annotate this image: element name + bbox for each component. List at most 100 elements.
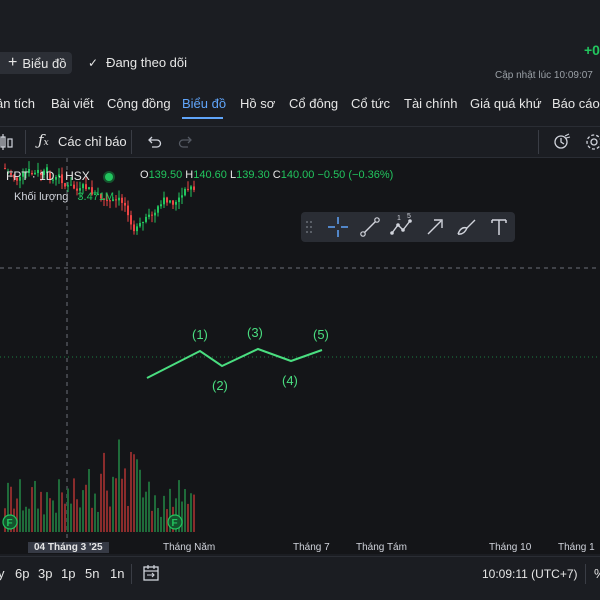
range-5d-button[interactable]: 5n bbox=[85, 566, 100, 581]
candle-body bbox=[121, 197, 123, 203]
volume-legend[interactable]: Khối lượng 3.471M bbox=[14, 191, 114, 203]
bottom-bar bbox=[0, 556, 600, 600]
volume-bar bbox=[37, 508, 39, 532]
tab-community[interactable]: Cộng đồng bbox=[107, 96, 171, 111]
text-tool-icon[interactable] bbox=[489, 216, 509, 238]
fx-icon[interactable]: ƒx bbox=[38, 131, 49, 149]
tab-articles[interactable]: Bài viết bbox=[51, 96, 94, 111]
candles-icon[interactable] bbox=[0, 132, 14, 152]
candle-body bbox=[103, 198, 105, 200]
alert-clock-icon[interactable] bbox=[553, 133, 571, 151]
candle-body bbox=[100, 193, 102, 199]
drawing-toolbar bbox=[301, 212, 515, 242]
candle-body bbox=[166, 197, 168, 203]
volume-bar bbox=[10, 486, 12, 532]
wave-label-1: (1) bbox=[192, 327, 208, 342]
range-1m-button[interactable]: 1p bbox=[61, 566, 76, 581]
date-range-icon[interactable] bbox=[142, 564, 160, 582]
candle-body bbox=[94, 194, 96, 196]
candlestick-series bbox=[4, 161, 195, 235]
close-label: C bbox=[272, 169, 281, 181]
volume-bar bbox=[55, 512, 57, 532]
tab-reports[interactable]: Báo cáo bbox=[552, 96, 600, 111]
indicators-button[interactable]: Các chỉ báo bbox=[58, 134, 127, 149]
candle-body bbox=[142, 221, 144, 224]
candle-body bbox=[130, 215, 132, 225]
volume-bar bbox=[184, 489, 186, 532]
earnings-marker-label: F bbox=[172, 518, 178, 529]
elliott-wave-tool-icon[interactable]: 1 5 bbox=[389, 213, 415, 239]
candle-body bbox=[55, 177, 57, 180]
check-icon: ✓ bbox=[88, 55, 99, 70]
svg-text:5: 5 bbox=[407, 213, 411, 220]
volume-bar bbox=[25, 506, 27, 532]
toolbar-divider bbox=[538, 130, 539, 154]
volume-bar bbox=[31, 487, 33, 532]
tab-profile[interactable]: Hồ sơ bbox=[240, 96, 276, 111]
range-1y-button[interactable]: y bbox=[0, 566, 5, 581]
volume-bar bbox=[61, 492, 63, 532]
market-open-dot bbox=[105, 172, 114, 181]
watching-button[interactable]: ✓ Đang theo dõi bbox=[88, 55, 187, 70]
candle-body bbox=[52, 179, 54, 181]
candle-body bbox=[154, 212, 156, 216]
tab-price-history[interactable]: Giá quá khứ bbox=[470, 96, 542, 111]
tab-dividends[interactable]: Cổ tức bbox=[351, 96, 391, 111]
symbol-legend[interactable]: FPT · 1D · HSX bbox=[6, 169, 114, 183]
volume-bar bbox=[67, 488, 69, 532]
volume-bar bbox=[181, 501, 183, 532]
volume-bar bbox=[190, 493, 192, 532]
arrow-tool-icon[interactable] bbox=[424, 216, 446, 238]
candle-body bbox=[112, 199, 114, 202]
candle-body bbox=[49, 173, 51, 180]
percent-scale-icon[interactable]: % bbox=[594, 566, 600, 581]
volume-bar bbox=[133, 454, 135, 532]
toolbar-divider bbox=[131, 130, 132, 154]
volume-bar bbox=[160, 516, 162, 532]
candle-body bbox=[175, 201, 177, 205]
chart-button[interactable]: + Biểu đồ bbox=[0, 52, 72, 74]
volume-bar bbox=[91, 507, 93, 532]
time-axis-label: Tháng 7 bbox=[293, 542, 330, 553]
volume-bar bbox=[148, 481, 150, 532]
time-axis-label: Tháng Tám bbox=[356, 542, 407, 553]
change-value: −0.50 (−0.36%) bbox=[317, 169, 394, 181]
tab-chart[interactable]: Biểu đồ bbox=[182, 96, 227, 111]
bottom-divider bbox=[131, 564, 132, 584]
tab-shareholders[interactable]: Cổ đông bbox=[289, 96, 339, 111]
candle-body bbox=[25, 172, 27, 174]
tab-financials[interactable]: Tài chính bbox=[404, 96, 458, 111]
volume-bar bbox=[43, 514, 45, 532]
volume-bar bbox=[7, 482, 9, 532]
price-change: +0 bbox=[584, 42, 600, 58]
brush-tool-icon[interactable] bbox=[455, 216, 479, 238]
candle-body bbox=[7, 172, 9, 174]
earnings-marker bbox=[2, 514, 18, 530]
trend-line-tool-icon[interactable] bbox=[359, 216, 381, 238]
symbol-info: FPT · 1D · HSX bbox=[6, 169, 90, 183]
range-1d-button[interactable]: 1n bbox=[110, 566, 125, 581]
volume-bar bbox=[19, 479, 21, 532]
volume-bar bbox=[76, 499, 78, 532]
range-3m-button[interactable]: 3p bbox=[38, 566, 53, 581]
redo-icon[interactable] bbox=[178, 134, 194, 150]
time-axis bbox=[0, 540, 600, 554]
drag-handle-icon[interactable] bbox=[304, 218, 314, 236]
tab-analysis[interactable]: ân tích bbox=[0, 96, 36, 111]
settings-gear-icon[interactable] bbox=[585, 133, 600, 151]
candle-body bbox=[16, 177, 18, 181]
undo-icon[interactable] bbox=[146, 134, 162, 150]
crosshair-tool-icon[interactable] bbox=[327, 216, 349, 238]
candle-body bbox=[172, 200, 174, 205]
candle-body bbox=[124, 202, 126, 206]
volume-bar bbox=[169, 488, 171, 532]
volume-bar bbox=[124, 468, 126, 532]
clock-timezone[interactable]: 10:09:11 (UTC+7) bbox=[482, 567, 578, 581]
volume-bar bbox=[157, 507, 159, 532]
volume-bar bbox=[88, 469, 90, 532]
range-6m-button[interactable]: 6p bbox=[15, 566, 30, 581]
volume-bar bbox=[130, 451, 132, 532]
price-chart[interactable]: (1) (2) (3) (4) (5) F F bbox=[0, 158, 600, 540]
volume-bar bbox=[178, 480, 180, 532]
volume-bar bbox=[49, 498, 51, 532]
